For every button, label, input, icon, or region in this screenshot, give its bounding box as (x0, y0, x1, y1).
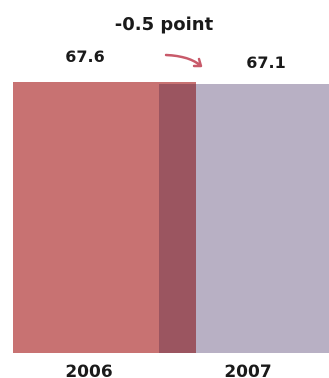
change-annotation: -0.5 point (115, 14, 214, 35)
change-arrow-icon (164, 53, 203, 68)
value-label-2007: 67.1 (246, 53, 285, 72)
bars-group (13, 82, 329, 353)
bar-overlap (159, 84, 196, 353)
category-label-2007: 2007 (224, 362, 271, 378)
value-label-2006: 67.6 (65, 47, 104, 66)
category-label-2006: 2006 (65, 362, 112, 378)
